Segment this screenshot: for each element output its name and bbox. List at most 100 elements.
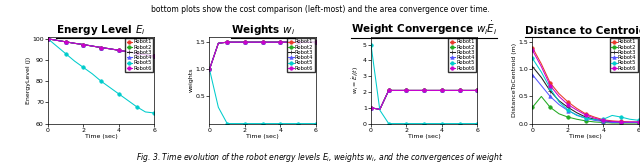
- Robot6: [124, 51, 132, 53]
- Robot3: [438, 89, 445, 91]
- Title: Energy Level $E_i$: Energy Level $E_i$: [56, 23, 146, 37]
- Robot6: [420, 89, 428, 91]
- Robot6: [106, 48, 114, 50]
- Robot5: [312, 123, 319, 125]
- Robot2: [214, 42, 222, 44]
- Robot3: [79, 44, 87, 46]
- Robot2: [582, 120, 589, 122]
- Robot1: [412, 89, 419, 91]
- Robot1: [312, 41, 319, 43]
- Robot5: [474, 123, 481, 125]
- Line: Robot3: Robot3: [369, 89, 479, 111]
- Robot2: [412, 89, 419, 91]
- Robot3: [626, 121, 634, 123]
- Robot1: [205, 68, 213, 70]
- Robot6: [44, 38, 52, 40]
- Robot3: [106, 48, 114, 50]
- Robot3: [367, 107, 375, 109]
- Robot6: [303, 41, 311, 43]
- Robot3: [268, 41, 275, 43]
- Robot6: [456, 89, 463, 91]
- Line: Robot2: Robot2: [531, 95, 640, 125]
- Robot4: [385, 89, 392, 91]
- Robot6: [600, 119, 607, 121]
- Robot2: [438, 89, 445, 91]
- Robot2: [617, 122, 625, 124]
- Robot6: [367, 107, 375, 109]
- Robot3: [62, 41, 70, 43]
- Robot6: [538, 66, 545, 68]
- Robot4: [617, 121, 625, 123]
- Robot1: [285, 41, 293, 43]
- Line: Robot6: Robot6: [46, 37, 156, 58]
- Robot2: [555, 113, 563, 115]
- Robot5: [635, 119, 640, 121]
- Robot2: [626, 122, 634, 124]
- Robot5: [438, 123, 445, 125]
- Robot1: [447, 89, 454, 91]
- Robot2: [115, 49, 123, 51]
- Robot4: [88, 45, 96, 47]
- Robot4: [394, 89, 401, 91]
- Robot5: [456, 123, 463, 125]
- Robot6: [62, 41, 70, 43]
- Robot5: [555, 101, 563, 103]
- Robot1: [456, 89, 463, 91]
- Robot2: [79, 44, 87, 46]
- Robot1: [150, 55, 158, 57]
- Robot1: [124, 51, 132, 53]
- Robot3: [635, 121, 640, 123]
- Line: Robot1: Robot1: [208, 40, 317, 71]
- Robot6: [564, 104, 572, 106]
- Robot3: [547, 90, 554, 92]
- Robot2: [367, 107, 375, 109]
- Robot6: [53, 39, 61, 41]
- Robot3: [53, 39, 61, 41]
- Robot1: [232, 41, 240, 43]
- Robot1: [429, 89, 436, 91]
- Robot4: [79, 44, 87, 46]
- Robot2: [447, 89, 454, 91]
- Robot2: [285, 41, 293, 43]
- Robot6: [394, 89, 401, 91]
- Robot4: [635, 121, 640, 123]
- Y-axis label: weights: weights: [189, 68, 194, 92]
- Robot1: [438, 89, 445, 91]
- Robot6: [294, 41, 302, 43]
- Robot5: [564, 109, 572, 111]
- Robot6: [259, 41, 266, 43]
- Robot2: [465, 89, 472, 91]
- Robot5: [132, 106, 140, 108]
- Line: Robot4: Robot4: [369, 89, 479, 111]
- Robot6: [88, 45, 96, 47]
- Legend: Robot1, Robot2, Robot3, Robot4, Robot5, Robot6: Robot1, Robot2, Robot3, Robot4, Robot5, …: [610, 38, 637, 72]
- Robot5: [420, 123, 428, 125]
- Robot1: [626, 121, 634, 123]
- Robot1: [564, 101, 572, 103]
- Robot2: [591, 121, 598, 123]
- Robot3: [44, 38, 52, 40]
- Robot6: [223, 41, 231, 43]
- Robot2: [150, 55, 158, 57]
- Robot1: [465, 89, 472, 91]
- Robot1: [582, 113, 589, 115]
- Robot1: [367, 107, 375, 109]
- Line: Robot5: Robot5: [531, 57, 640, 122]
- Robot2: [564, 116, 572, 118]
- Robot2: [124, 51, 132, 53]
- Robot4: [44, 38, 52, 40]
- Robot1: [294, 41, 302, 43]
- Robot2: [635, 122, 640, 124]
- Robot3: [555, 100, 563, 102]
- Line: Robot1: Robot1: [369, 89, 479, 111]
- Robot1: [88, 45, 96, 47]
- Robot1: [555, 93, 563, 95]
- Robot3: [394, 89, 401, 91]
- Robot3: [97, 47, 105, 49]
- Robot4: [115, 49, 123, 51]
- Robot4: [53, 39, 61, 41]
- Robot5: [573, 114, 580, 116]
- Robot5: [465, 123, 472, 125]
- Robot2: [141, 54, 149, 56]
- Robot3: [456, 89, 463, 91]
